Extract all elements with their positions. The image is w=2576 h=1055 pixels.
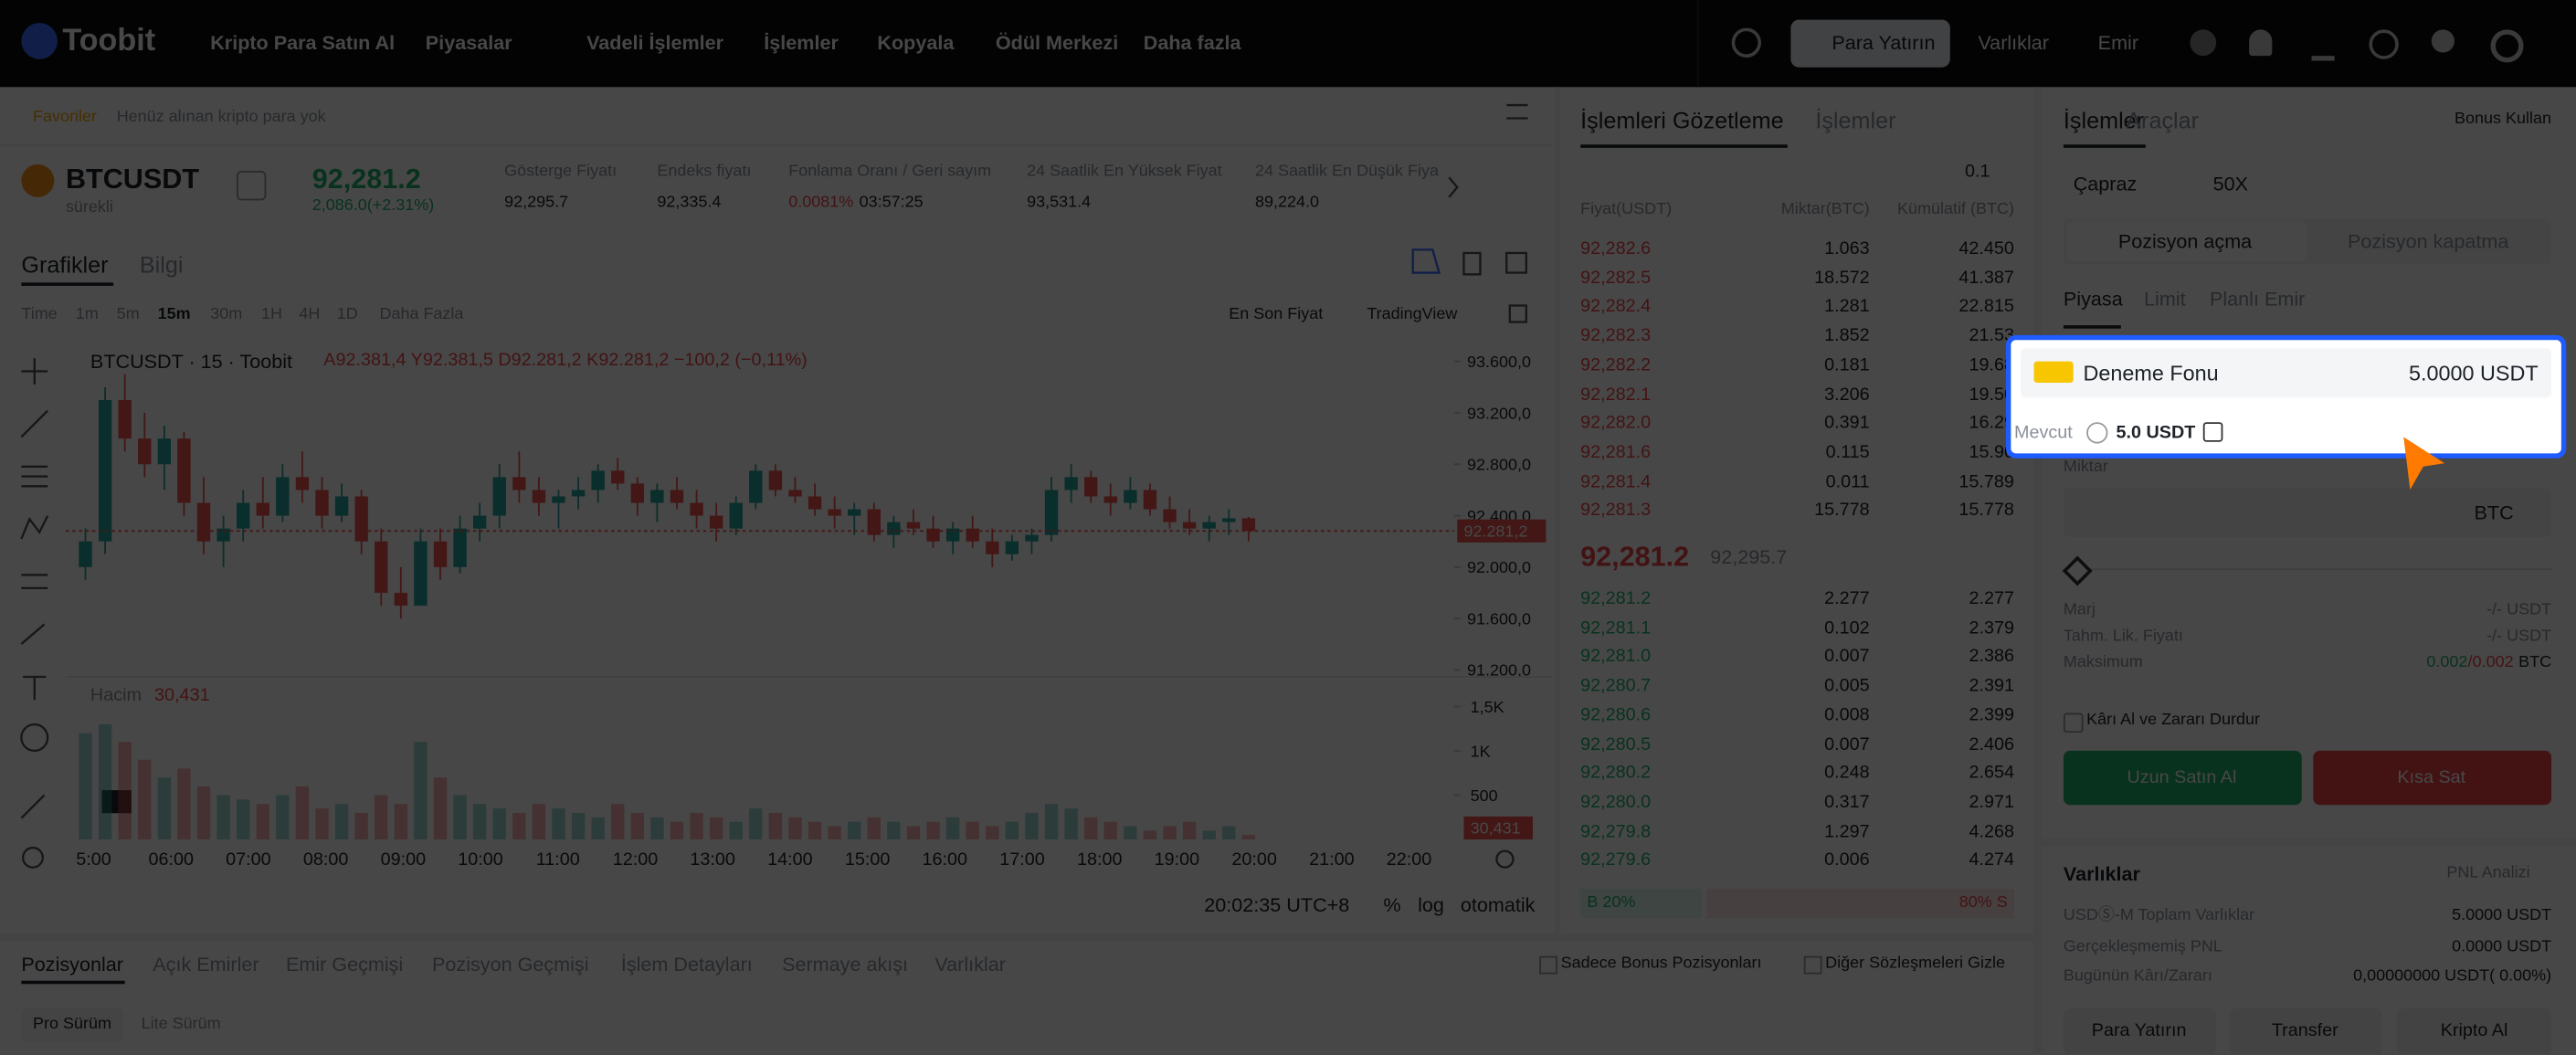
body: 93.600,093.200,092.800,092.400,092.000,0…: [0, 0, 2576, 1055]
app: 93.600,093.200,092.800,092.400,092.000,0…: [0, 0, 2576, 1055]
page: Toobit html,body{margin:0;padding:0;widt…: [0, 0, 2576, 1055]
dim-overlay[interactable]: [0, 0, 2576, 1055]
